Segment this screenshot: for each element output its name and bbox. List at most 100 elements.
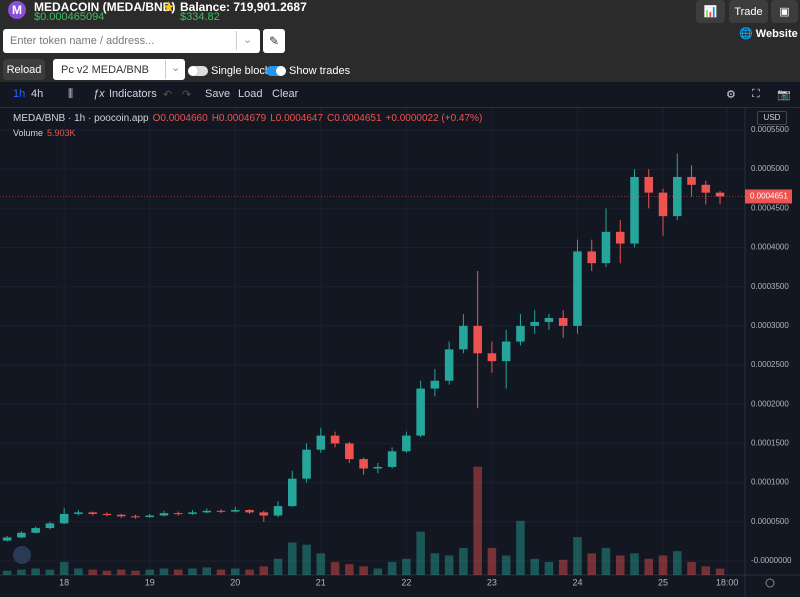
candle-body <box>373 466 383 469</box>
reload-button[interactable]: Reload <box>3 59 45 80</box>
settings-icon <box>765 578 775 588</box>
snapshot-icon[interactable]: 📷 <box>777 89 791 101</box>
volume-bar <box>131 570 140 575</box>
volume-bar <box>587 553 596 575</box>
save-button[interactable]: Save <box>205 88 231 100</box>
load-button[interactable]: Load <box>238 88 263 100</box>
trade-button[interactable]: Trade <box>729 0 768 23</box>
volume-bar <box>658 555 668 575</box>
candle-body <box>230 510 240 512</box>
volume-value: 5.903K <box>47 128 76 138</box>
candle-body <box>473 325 482 354</box>
candle-body <box>402 435 411 452</box>
x-tick-label: 22 <box>401 577 411 587</box>
candle-body <box>387 451 397 467</box>
last-price-box <box>745 189 792 204</box>
chart-type[interactable]: ⫼ <box>68 88 74 100</box>
candle-body <box>558 318 568 326</box>
volume-bar <box>330 562 340 575</box>
chart-button[interactable]: 📊 <box>696 0 725 23</box>
volume-bar <box>245 569 254 575</box>
volume-bar <box>316 553 326 575</box>
single-blocks-toggle[interactable] <box>188 66 208 76</box>
candle-body <box>330 435 340 444</box>
candle-body <box>131 516 140 518</box>
volume-bar <box>188 568 197 575</box>
pair-text: Pc v2 MEDA/BNB <box>61 64 150 76</box>
currency-select[interactable]: USD <box>757 111 787 125</box>
x-tick-label: 19 <box>145 577 155 587</box>
candle-body <box>2 537 12 541</box>
volume-bar <box>345 564 354 575</box>
pair-select[interactable]: Pc v2 MEDA/BNB ⌄ <box>53 59 185 80</box>
candle-body <box>672 176 682 217</box>
candle-body <box>316 435 326 450</box>
candle-body <box>259 512 269 516</box>
candle-body <box>102 513 112 515</box>
volume-bar <box>202 567 212 575</box>
wallet-button[interactable]: ▣ <box>771 0 798 23</box>
legend-low: L0.0004647 <box>270 113 323 124</box>
candle-body <box>88 512 97 514</box>
y-tick-label: 0.0004000 <box>751 243 789 252</box>
volume-bar <box>701 566 711 575</box>
edit-button[interactable]: ✎ <box>263 29 285 53</box>
volume-bar <box>430 553 440 575</box>
indicators-button[interactable]: Indicators <box>109 88 157 100</box>
candle-body <box>116 514 126 517</box>
volume-bar <box>74 568 83 575</box>
interval-4h[interactable]: 4h <box>31 88 44 100</box>
volume-bar <box>17 569 26 575</box>
volume-bar <box>601 547 611 575</box>
candle-body <box>359 459 368 469</box>
volume-bar <box>45 569 55 575</box>
candle-body <box>630 176 639 244</box>
volume-bar <box>216 569 226 575</box>
y-tick-label: -0.0000000 <box>751 556 792 565</box>
volume-bar <box>230 568 240 575</box>
fullscreen-icon[interactable]: ⛶ <box>752 88 760 100</box>
volume-bar <box>116 569 126 575</box>
candle-body <box>487 353 497 362</box>
show-trades-toggle[interactable] <box>266 66 286 76</box>
redo[interactable]: ↷ <box>182 89 192 101</box>
pair-chevron: ⌄ <box>165 60 180 79</box>
website-link[interactable]: 🌐 Website <box>739 28 798 40</box>
interval-1h[interactable]: 1h <box>13 88 26 100</box>
x-tick-label: 24 <box>572 577 582 587</box>
candle-body <box>501 341 511 362</box>
volume-bar <box>487 547 497 575</box>
volume-bar <box>558 559 568 575</box>
volume-bar <box>573 537 582 575</box>
candle-body <box>59 513 69 524</box>
volume-bar <box>31 568 40 575</box>
candle-body <box>345 443 354 460</box>
x-tick-label: 25 <box>658 577 668 587</box>
star[interactable]: ★ <box>162 0 176 16</box>
volume-bar <box>359 566 368 575</box>
settings-icon[interactable]: ⚙ <box>726 89 736 101</box>
balance: Balance: 719,901.2687 <box>180 0 307 14</box>
candle-body <box>687 176 696 185</box>
candle-body <box>202 510 212 513</box>
legend-high: H0.0004679 <box>212 113 267 124</box>
search-placeholder: Enter token name / address... <box>10 35 155 47</box>
volume-bar <box>530 558 539 575</box>
clear-button[interactable]: Clear <box>272 88 299 100</box>
volume-bar <box>615 555 625 575</box>
search-input[interactable]: Enter token name / address... ⌄ <box>3 29 260 53</box>
tv-logo <box>13 546 31 564</box>
volume-bar <box>387 562 397 575</box>
candle-body <box>444 349 454 381</box>
x-tick-label: 18:00 <box>716 577 739 587</box>
volume-legend: Volume 5.903K <box>13 128 76 138</box>
undo[interactable]: ↶ <box>163 89 173 101</box>
x-tick-label: 18 <box>59 577 69 587</box>
candle-body <box>273 506 283 516</box>
volume-bar <box>273 558 283 575</box>
volume-bar <box>459 547 468 575</box>
candle-body <box>45 523 55 529</box>
chart-panel <box>0 82 800 597</box>
volume-bar <box>145 569 154 575</box>
dropdown-chevron: ⌄ <box>236 31 252 50</box>
